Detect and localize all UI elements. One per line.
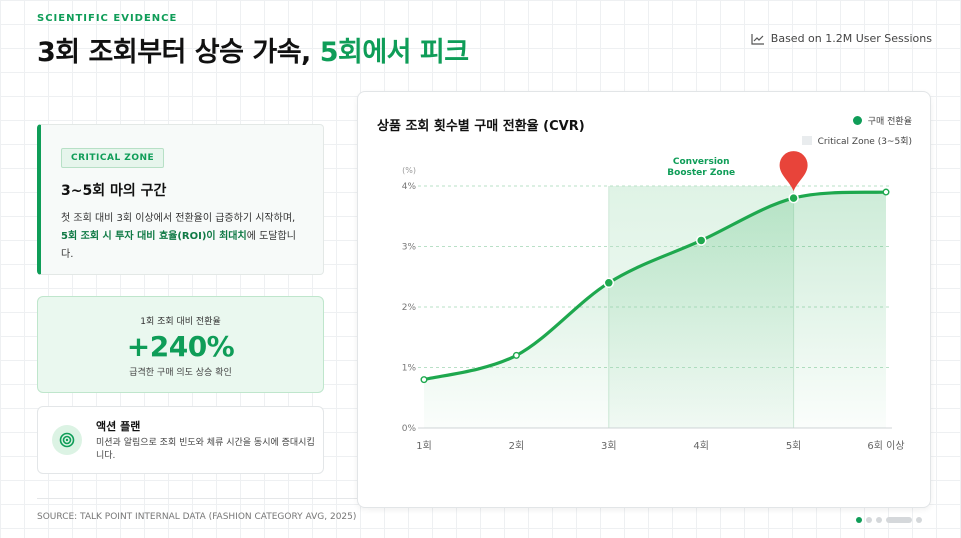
pager-dot[interactable] — [866, 517, 872, 523]
page-title-main: 3회 조회부터 상승 가속, — [37, 37, 320, 68]
x-tick-label: 2회 — [509, 440, 525, 452]
critical-zone-title: 3~5회 마의 구간 — [61, 183, 167, 199]
x-tick-label: 3회 — [601, 440, 617, 452]
data-point — [603, 277, 615, 289]
legend-item-zone: Critical Zone (3~5회) — [801, 130, 912, 150]
sessions-note-text: Based on 1.2M User Sessions — [770, 32, 932, 45]
y-tick-label: 2% — [402, 303, 417, 313]
critical-zone-tag: CRITICAL ZONE — [61, 148, 165, 168]
legend-zone-swatch — [801, 135, 812, 145]
action-plan-description: 미션과 알림으로 조회 빈도와 체류 시간을 동시에 증대시킵니다. — [96, 437, 315, 461]
chart-title: 상품 조회 횟수별 구매 전환율 (CVR) — [377, 119, 585, 134]
x-tick-label: 6회 이상 — [867, 440, 904, 452]
critical-zone-card: CRITICAL ZONE 3~5회 마의 구간 첫 조회 대비 3회 이상에서… — [37, 124, 324, 275]
data-point — [788, 192, 799, 204]
page-title-accent: 5회에서 피크 — [319, 37, 469, 68]
source-note: SOURCE: TALK POINT INTERNAL DATA (FASHIO… — [37, 512, 357, 522]
action-plan-card: 액션 플랜 미션과 알림으로 조회 빈도와 체류 시간을 동시에 증대시킵니다. — [37, 406, 324, 474]
critical-zone-desc-part2: 에 도달합니다. — [61, 231, 296, 260]
legend-zone-label: Critical Zone (3~5회) — [817, 136, 912, 147]
slide-pager — [856, 517, 922, 523]
critical-zone-desc-bold: 5회 조회 시 투자 대비 효율(ROI)이 최대치 — [61, 231, 247, 242]
chart-legend: 구매 전환율 Critical Zone (3~5회) — [801, 110, 912, 150]
critical-zone-description: 첫 조회 대비 3회 이상에서 전환율이 급증하기 시작하며, 5회 조회 시 … — [61, 210, 305, 264]
chart-card: 상품 조회 횟수별 구매 전환율 (CVR) 구매 전환율 Critical Z… — [357, 91, 931, 508]
pager-dot[interactable] — [916, 517, 922, 523]
y-tick-label: 4% — [402, 182, 417, 192]
uplift-stat-value: +240% — [126, 330, 235, 363]
eyebrow-label: SCIENTIFIC EVIDENCE — [37, 13, 178, 24]
pager-dot-active[interactable] — [856, 517, 862, 523]
target-icon — [52, 425, 82, 455]
data-point — [512, 351, 520, 359]
legend-item-series: 구매 전환율 — [802, 110, 912, 130]
sessions-note: Based on 1.2M User Sessions — [751, 32, 932, 45]
legend-series-swatch — [852, 115, 862, 125]
uplift-stat-label: 1회 조회 대비 전환율 — [140, 317, 221, 327]
data-point — [695, 235, 707, 246]
legend-series-label: 구매 전환율 — [867, 116, 912, 127]
x-tick-label: 5회 — [786, 440, 802, 452]
uplift-stat-subtext: 급격한 구매 의도 상승 확인 — [129, 368, 232, 378]
x-tick-label: 1회 — [416, 440, 432, 452]
page-title: 3회 조회부터 상승 가속, 5회에서 피크 — [37, 30, 469, 69]
action-plan-title: 액션 플랜 — [96, 419, 141, 433]
trend-chart-icon — [751, 33, 764, 45]
critical-zone-desc-part1: 첫 조회 대비 3회 이상에서 전환율이 급증하기 시작하며, — [61, 213, 296, 224]
y-tick-label: 0% — [402, 424, 417, 434]
conversion-line-chart: 0% 1% 2% 3% 4% (%) 1회 2회 3회 4회 5회 6회 이상 ConversionBo… — [402, 151, 905, 452]
y-tick-label: 1% — [402, 364, 417, 374]
series-area — [424, 192, 886, 428]
y-tick-label: 3% — [402, 243, 417, 253]
pager-dot[interactable] — [876, 517, 882, 523]
pager-bar[interactable] — [886, 517, 912, 523]
annotation-line2: Booster Zone — [667, 168, 735, 178]
y-axis-unit: (%) — [402, 166, 416, 175]
uplift-stat-card: 1회 조회 대비 전환율 +240% 급격한 구매 의도 상승 확인 — [37, 296, 324, 393]
annotation-line1: Conversion — [673, 157, 730, 167]
data-point — [882, 188, 890, 196]
data-point — [420, 376, 428, 384]
peak-pin-icon — [779, 151, 808, 192]
x-tick-label: 4회 — [693, 440, 709, 452]
